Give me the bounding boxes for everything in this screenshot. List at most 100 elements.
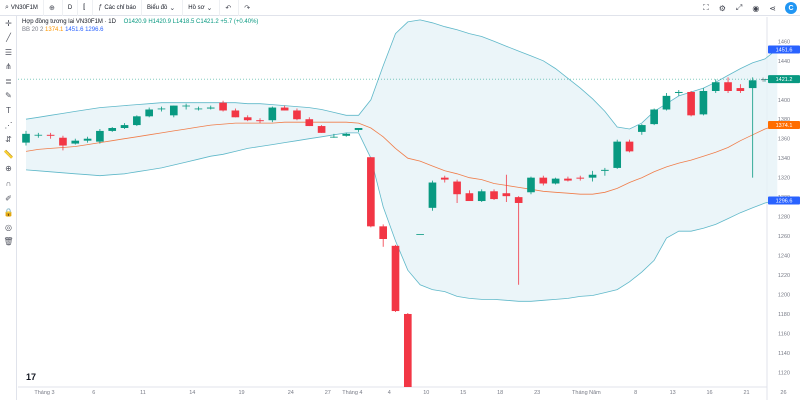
candle [46,132,55,139]
eye-icon[interactable]: ◎ [5,222,12,232]
plus-circle-icon: ⊕ [48,4,55,12]
profile-menu-button[interactable]: Hồ sơ ⌄ [183,0,221,16]
price-label-bg [768,75,800,84]
y-tick-label: 1360 [778,137,790,143]
candle-body [662,95,671,110]
undo-icon: ↶ [225,4,232,12]
candle-body [576,177,585,179]
price-label-bg [768,196,800,205]
trash-icon[interactable]: 🗑 [3,237,14,247]
candle-body [453,181,461,195]
candle-body [711,82,720,91]
candle [428,180,437,211]
undo-button[interactable]: ↶ [220,0,240,16]
pitchfork-icon[interactable]: ⋔ [5,62,12,72]
indicators-icon: ƒ [98,4,103,11]
candle [22,130,30,146]
camera-icon[interactable]: ◉ [752,3,760,13]
legend-change: +5.7 (+0.40%) [220,19,259,25]
candle-body [699,91,708,115]
candle-body [391,245,400,312]
bar-style-button[interactable]: ⫿ [78,0,94,16]
candle [453,179,461,203]
bb-label[interactable]: BB 20 2 [22,27,44,33]
profile-menu-label: Hồ sơ [188,4,205,11]
candle [293,108,301,121]
tradingview-logo-icon: C [785,2,797,14]
candle [330,133,338,138]
redo-icon: ↷ [244,4,251,12]
trend-line-icon[interactable]: ╱ [6,33,11,43]
candle-body [601,169,609,171]
fib-icon[interactable]: ≣ [5,76,12,86]
candle [403,313,412,387]
y-tick-label: 1120 [778,370,790,376]
x-tick-label: 27 [325,390,331,396]
interval-button[interactable]: D [63,0,79,16]
candle-body [280,107,289,111]
candle [724,77,732,93]
gear-icon[interactable]: ⚙ [718,3,726,13]
y-tick-label: 1180 [778,312,790,318]
candle [169,105,178,118]
compare-button[interactable]: ⊕ [44,0,63,16]
redo-button[interactable]: ↷ [239,0,257,16]
candle [465,190,474,202]
screenshot-icon[interactable]: ⛶ [703,3,709,12]
x-tick-label: 10 [423,390,429,396]
y-tick-label: 1240 [778,254,790,260]
candle [490,189,498,201]
bollinger-basis-line [25,121,778,195]
candles-icon: ⫿ [83,3,86,11]
x-tick-label: 18 [497,390,503,396]
projection-icon[interactable]: ⇵ [5,135,12,145]
lock-icon[interactable]: 🔒 [3,208,14,218]
x-tick-label: 6 [92,390,95,396]
candle [527,176,535,195]
lock-drawing-icon[interactable]: ✐ [5,193,12,203]
zoom-in-icon[interactable]: ⊕ [5,164,12,174]
candle [71,138,80,145]
candle-body [83,138,92,141]
ruler-icon[interactable]: 📏 [3,149,14,159]
horizontal-lines-icon[interactable]: ☰ [4,47,13,57]
candle-body [293,110,301,120]
chart-menu-button[interactable]: Biểu đồ ⌄ [142,0,184,16]
brush-icon[interactable]: ✎ [5,91,12,101]
candle-body [194,108,203,110]
candle [96,128,104,144]
candle-body [490,191,498,200]
crosshair-icon[interactable]: ✛ [5,18,12,28]
x-tick-label: 14 [189,390,195,396]
indicators-button[interactable]: ƒ Các chỉ báo [93,0,142,16]
candle [601,167,609,176]
candle-body [379,226,388,239]
price-label: 1451.6 [776,48,793,54]
y-tick-label: 1260 [778,234,790,240]
plus-icon: + [760,76,766,84]
text-icon[interactable]: T [6,106,11,116]
symbol-search[interactable]: ⌕ VN30F1M [0,0,44,16]
pattern-icon[interactable]: ⋰ [4,120,13,130]
y-tick-label: 1440 [778,59,790,65]
candle-body [71,140,80,144]
candle [219,100,227,112]
candle [379,224,388,247]
share-icon[interactable]: ⋖ [769,3,776,13]
candle-body [674,91,683,93]
magnet-icon[interactable]: ∩ [5,179,12,189]
candle-body [588,174,597,178]
candle [133,115,141,127]
fullscreen-icon[interactable]: ⤢ [735,3,743,12]
candle-body [502,193,511,197]
candle-body [551,178,560,184]
x-tick-label: Tháng 3 [34,390,54,396]
candle [761,79,769,82]
candle [674,90,683,96]
candle-body [145,109,153,117]
candle [342,132,351,137]
candle-body [96,130,104,142]
candle-body [724,82,732,91]
y-tick-label: 1280 [778,215,790,221]
